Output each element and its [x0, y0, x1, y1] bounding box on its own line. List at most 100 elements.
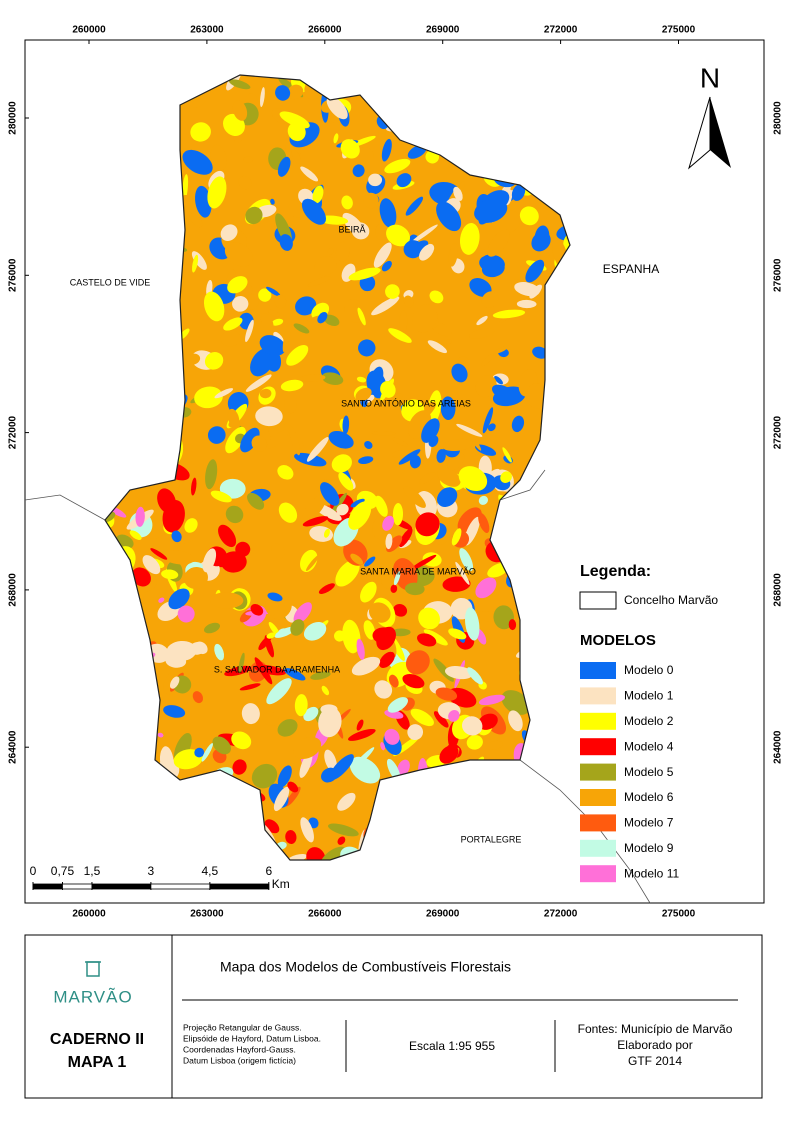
fuel-patch	[185, 353, 201, 365]
fuel-patch	[287, 781, 299, 793]
fuel-patch	[380, 742, 386, 751]
fuel-patch	[385, 533, 393, 550]
fuel-patch	[531, 231, 551, 252]
fuel-patch	[371, 296, 400, 316]
fuel-patch	[318, 583, 335, 594]
place-label: S. SALVADOR DA ARAMENHA	[214, 664, 340, 674]
fuel-patch	[218, 524, 237, 548]
fuel-patch	[314, 256, 337, 276]
fuel-patch	[203, 291, 225, 322]
fuel-patch	[247, 492, 265, 510]
fuel-patch	[183, 567, 209, 589]
fuel-patch	[251, 763, 278, 789]
place-labels: CASTELO DE VIDE ESPANHA BEIRÃ SANTO ANTÓ…	[70, 224, 660, 844]
fuel-patch	[260, 313, 274, 333]
fuel-patch	[224, 665, 252, 677]
fuel-patch	[342, 415, 350, 435]
fuel-patch	[336, 503, 349, 516]
fuel-patch	[458, 356, 469, 364]
fuel-patch	[235, 541, 251, 557]
fuel-patch	[264, 596, 279, 616]
x-coord-label: 272000	[544, 909, 578, 920]
fuel-patch	[351, 656, 381, 676]
fuel-patch	[192, 691, 204, 704]
fuel-patch	[493, 346, 508, 354]
fuel-patch	[288, 199, 303, 218]
fuel-patch	[410, 554, 437, 571]
fuel-patch	[417, 633, 437, 647]
legend-swatch	[580, 789, 616, 806]
fuel-patch	[267, 592, 283, 602]
fuel-patch	[380, 381, 396, 398]
fuel-patch	[418, 607, 441, 630]
fuel-patch	[220, 330, 241, 347]
fuel-patch	[403, 295, 414, 308]
fuel-patch	[511, 415, 525, 433]
scale-label: 4,5	[202, 864, 219, 878]
fuel-patch	[481, 354, 494, 367]
fuel-patch	[410, 224, 438, 245]
legend-label: Modelo 11	[624, 866, 679, 880]
fuel-patch	[428, 435, 439, 447]
y-coord-label: 280000	[773, 101, 784, 135]
fuel-patch	[357, 307, 366, 326]
fuel-patch	[511, 184, 526, 201]
fuel-patch	[168, 588, 190, 610]
fuel-patch	[266, 678, 292, 705]
fuel-patch	[289, 425, 301, 456]
fuel-patch	[342, 619, 361, 654]
fuel-patch	[166, 640, 197, 662]
fuel-patch	[225, 505, 244, 524]
fuel-patch	[259, 388, 272, 399]
fuel-patch	[135, 506, 145, 527]
scale-label: 1,5	[84, 864, 101, 878]
fuel-patch	[271, 318, 284, 326]
fuel-patch	[356, 719, 364, 731]
fuel-patch	[448, 243, 458, 267]
fuel-patch	[277, 465, 294, 480]
fuel-patch	[455, 561, 470, 585]
y-coord-label: 276000	[773, 258, 784, 292]
fuel-patch	[433, 658, 454, 682]
fuel-patch	[280, 379, 304, 392]
fuel-patch	[295, 296, 317, 316]
fuel-patch	[350, 741, 360, 751]
fuel-patch	[240, 427, 260, 453]
fuel-patch	[368, 602, 391, 623]
scale-label: 0	[30, 864, 37, 878]
fuel-patch	[207, 426, 226, 444]
fuel-patch	[258, 634, 272, 651]
fuel-patch	[374, 495, 388, 517]
fuel-patch	[387, 697, 409, 713]
fuel-patch	[201, 743, 213, 762]
fuel-patch	[451, 528, 462, 546]
fuel-patch	[266, 429, 289, 449]
fuel-patch	[299, 374, 326, 382]
fuel-patch	[458, 466, 488, 492]
logo-icon	[85, 961, 101, 977]
fuel-patch	[284, 668, 306, 681]
fuel-patch	[204, 351, 224, 370]
legend-title: Legenda:	[580, 563, 651, 580]
fuel-patch	[355, 387, 372, 402]
fuel-patch	[446, 339, 452, 346]
fuel-patch	[302, 494, 326, 521]
fuel-patch	[250, 604, 264, 616]
fuel-patch	[163, 705, 186, 718]
fuel-patch	[475, 577, 497, 599]
fuel-patch	[184, 518, 198, 533]
fuel-patch	[131, 567, 151, 587]
fuel-patch	[350, 553, 364, 565]
legend-label: Modelo 4	[624, 739, 674, 753]
legend-label: Modelo 5	[624, 765, 674, 779]
fuel-patch	[439, 745, 459, 764]
fuel-patch	[468, 328, 495, 339]
caderno: CADERNO II	[50, 1031, 144, 1048]
fuel-patch	[232, 296, 249, 312]
fuel-patch	[351, 222, 370, 240]
fuel-patch	[220, 224, 238, 242]
fuel-patch	[415, 512, 440, 537]
fuel-patch	[228, 79, 251, 90]
fuel-patch	[212, 736, 231, 755]
fuel-patch	[293, 737, 322, 760]
